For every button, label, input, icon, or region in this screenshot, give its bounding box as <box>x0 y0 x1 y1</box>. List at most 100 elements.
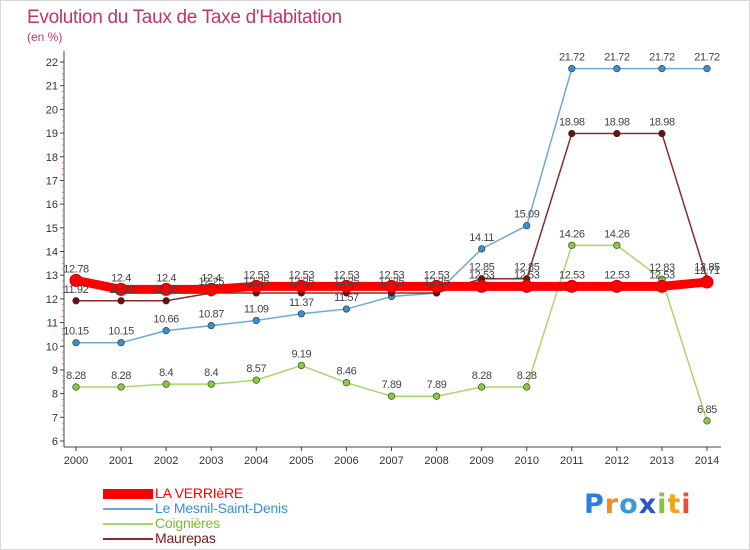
legend-item-la-verriere: LA VERRIèRE <box>103 485 423 501</box>
data-label: 12.25 <box>289 276 315 288</box>
data-point <box>162 327 170 335</box>
data-label: 11.57 <box>334 292 359 304</box>
data-point <box>523 222 531 230</box>
data-label: 12.25 <box>424 276 450 288</box>
data-point <box>69 273 83 287</box>
data-label: 12.25 <box>244 276 270 288</box>
data-point <box>387 392 396 400</box>
data-label: 9.19 <box>291 348 311 360</box>
data-point <box>613 241 621 249</box>
legend-label: Coignières <box>155 515 220 531</box>
data-label: 12.53 <box>289 269 315 281</box>
data-point <box>520 279 534 293</box>
x-tick-label: 2005 <box>289 455 313 467</box>
data-label: 10.15 <box>63 326 89 338</box>
data-label: 10.66 <box>153 314 179 326</box>
x-tick-label: 2012 <box>605 455 629 467</box>
legend-swatch <box>103 508 153 510</box>
legend-label: Maurepas <box>155 530 216 546</box>
data-point <box>385 279 398 293</box>
legend-swatch <box>103 489 153 499</box>
data-label: 8.4 <box>159 367 173 379</box>
data-point <box>565 279 579 293</box>
data-point <box>339 279 353 293</box>
x-tick-label: 2011 <box>560 455 584 467</box>
data-label: 14.26 <box>559 228 585 240</box>
data-point <box>568 65 576 73</box>
data-point <box>297 310 305 318</box>
y-tick-label: 22 <box>46 57 58 69</box>
y-tick-label: 17 <box>46 175 58 187</box>
data-point <box>610 279 624 293</box>
y-tick-label: 15 <box>46 223 58 235</box>
data-label: 12.53 <box>559 269 585 281</box>
data-point <box>655 279 669 293</box>
y-tick-label: 6 <box>52 436 58 448</box>
data-point <box>613 129 621 138</box>
data-point <box>117 297 125 305</box>
data-point <box>72 383 80 391</box>
data-label: 8.28 <box>111 370 131 382</box>
data-label: 12.53 <box>604 269 630 281</box>
x-tick-label: 2008 <box>424 455 448 467</box>
data-point <box>658 129 666 138</box>
data-point <box>613 65 621 73</box>
data-label: 7.89 <box>382 379 402 391</box>
data-label: 6.85 <box>697 404 717 416</box>
data-label: 12.71 <box>694 265 720 277</box>
y-tick-label: 19 <box>46 128 58 140</box>
series-line <box>75 67 708 344</box>
data-point <box>207 322 215 330</box>
x-tick-label: 2013 <box>650 455 674 467</box>
data-point <box>478 245 486 253</box>
x-tick-label: 2002 <box>154 455 178 467</box>
data-point <box>117 383 125 391</box>
data-label: 21.72 <box>649 52 675 64</box>
data-label: 12.25 <box>379 276 405 288</box>
data-point <box>430 279 444 293</box>
y-tick-label: 8 <box>52 389 58 401</box>
data-label: 15.09 <box>514 209 540 221</box>
data-label: 11.92 <box>64 284 89 296</box>
data-label: 14.11 <box>469 232 494 244</box>
data-label: 10.15 <box>108 326 134 338</box>
data-point <box>72 297 80 305</box>
data-label: 11.92 <box>109 284 134 296</box>
data-point <box>252 316 260 325</box>
data-point <box>700 275 714 289</box>
data-point <box>117 339 125 347</box>
data-label: 12.83 <box>649 262 675 274</box>
data-label: 12.53 <box>469 269 495 281</box>
y-tick-label: 10 <box>46 341 58 353</box>
data-point <box>432 392 441 400</box>
data-label: 12.4 <box>201 272 221 284</box>
y-tick-label: 21 <box>46 81 58 93</box>
data-label: 8.28 <box>66 370 86 382</box>
data-label: 11.09 <box>244 303 269 315</box>
data-label: 12.53 <box>379 269 405 281</box>
data-label: 21.72 <box>559 52 585 64</box>
data-point <box>72 339 80 347</box>
data-label: 12.4 <box>156 272 176 284</box>
y-tick-label: 9 <box>52 365 58 377</box>
data-label: 12.85 <box>514 262 540 274</box>
data-label: 12.53 <box>424 269 450 281</box>
legend-item-coignieres: Coignières <box>103 515 423 531</box>
data-point <box>568 129 576 138</box>
data-point <box>159 282 173 296</box>
data-point <box>568 241 576 249</box>
legend-swatch <box>103 538 153 540</box>
x-tick-label: 2003 <box>199 455 223 467</box>
data-point <box>478 383 486 391</box>
data-point <box>703 417 711 425</box>
data-label: 7.89 <box>427 379 447 391</box>
chart-title: Evolution du Taux de Taxe d'Habitation <box>27 7 342 28</box>
y-tick-label: 7 <box>52 412 58 424</box>
y-tick-label: 14 <box>46 247 58 259</box>
legend-label: LA VERRIèRE <box>155 485 244 501</box>
data-label: 21.72 <box>604 52 630 64</box>
data-label: 12.53 <box>244 269 270 281</box>
data-point <box>342 379 351 387</box>
data-label: 12.4 <box>111 272 131 284</box>
legend-item-maurepas: Maurepas <box>103 530 423 546</box>
